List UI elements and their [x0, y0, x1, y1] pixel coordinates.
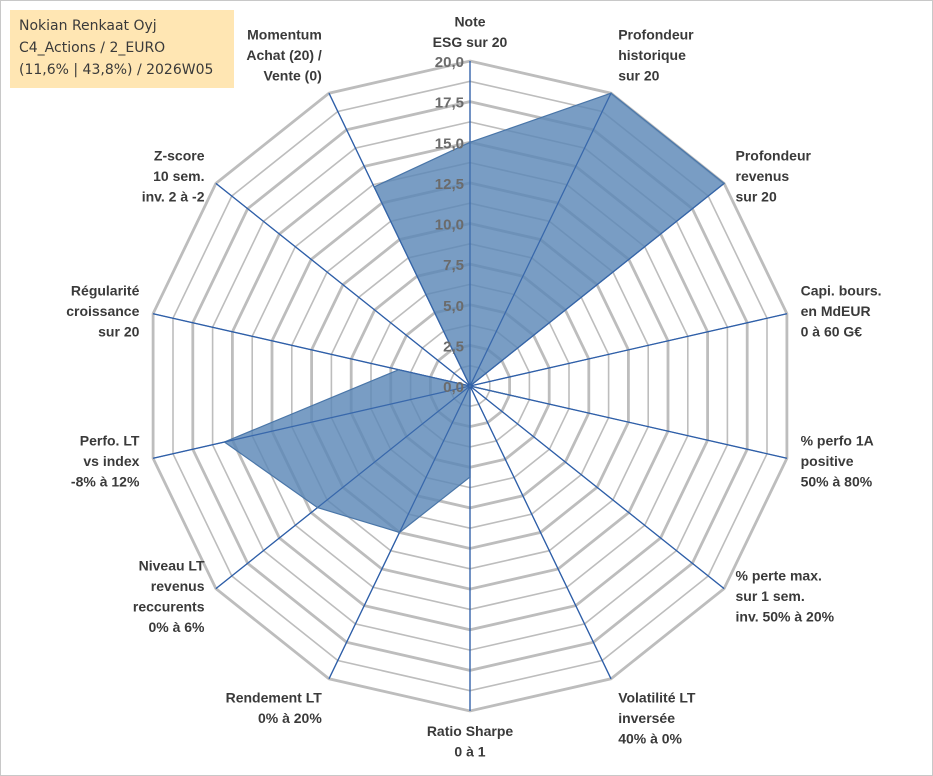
tick-label: 7,5 [443, 257, 464, 274]
data-point-regularite [397, 368, 400, 371]
spoke-overlay [469, 385, 788, 459]
data-point-sharpe [469, 476, 471, 478]
spoke-overlay [469, 313, 788, 387]
data-point-rdt [398, 531, 401, 534]
tick-label: 0,0 [443, 379, 464, 396]
data-point-zscore [469, 385, 471, 387]
title-company: Nokian Renkaat Oyj [19, 18, 157, 34]
spoke-overlay [152, 385, 471, 459]
axis-label-zscore: Z-score 10 sem. inv. 2 à -2 [142, 147, 205, 204]
spoke-overlay [215, 385, 471, 590]
spoke-overlay [152, 313, 471, 387]
axis-label-perf1a: % perfo 1A positive 50% à 80% [801, 433, 874, 490]
data-point-prof_hist [610, 92, 612, 94]
spoke-overlay [469, 182, 725, 387]
data-point-esg [469, 141, 471, 144]
data-point-momentum [373, 186, 375, 188]
chart-title-box: Nokian Renkaat Oyj C4_Actions / 2_EURO (… [10, 10, 234, 88]
spoke-overlay [469, 385, 612, 680]
axis-label-perte: % perte max. sur 1 sem. inv. 50% à 20% [736, 568, 835, 625]
data-point-niveau_rev [316, 506, 319, 509]
spoke-overlay [469, 385, 725, 590]
spoke-overlay [328, 92, 471, 387]
axis-label-prof_rev: Profondeur revenus sur 20 [736, 147, 812, 204]
tick-label: 2,5 [443, 338, 464, 355]
title-category: C4_Actions / 2_EURO [19, 40, 166, 56]
tick-label: 20,0 [435, 54, 464, 71]
axis-label-sharpe: Ratio Sharpe 0 à 1 [427, 723, 514, 760]
data-point-perf1a [519, 396, 522, 399]
tick-label: 17,5 [435, 95, 464, 112]
axis-label-prof_hist: Profondeur historique sur 20 [618, 26, 694, 83]
tick-label: 5,0 [443, 298, 464, 315]
tick-label: 12,5 [435, 176, 464, 193]
axis-label-momentum: Momentum Achat (20) / Vente (0) [246, 26, 322, 83]
axis-label-niveau_rev: Niveau LT revenus reccurents 0% à 6% [133, 557, 205, 635]
tick-label: 15,0 [435, 135, 464, 152]
tick-label: 10,0 [435, 217, 464, 234]
title-stats: (11,6% | 43,8%) / 2026W05 [19, 62, 214, 78]
axis-label-rdt: Rendement LT 0% à 20% [226, 690, 323, 727]
axis-label-capi: Capi. bours. en MdEUR 0 à 60 G€ [801, 283, 882, 340]
axis-label-esg: Note ESG sur 20 [433, 14, 508, 51]
axis-label-regularite: Régularité croissance sur 20 [66, 283, 139, 340]
data-point-perfo_lt [223, 441, 226, 443]
axis-label-perfo_lt: Perfo. LT vs index -8% à 12% [71, 433, 140, 490]
axis-label-vol: Volatilité LT inversée 40% à 0% [618, 690, 696, 747]
spoke-overlay [215, 182, 471, 387]
data-point-prof_rev [723, 182, 725, 185]
spoke-overlay [469, 92, 612, 387]
